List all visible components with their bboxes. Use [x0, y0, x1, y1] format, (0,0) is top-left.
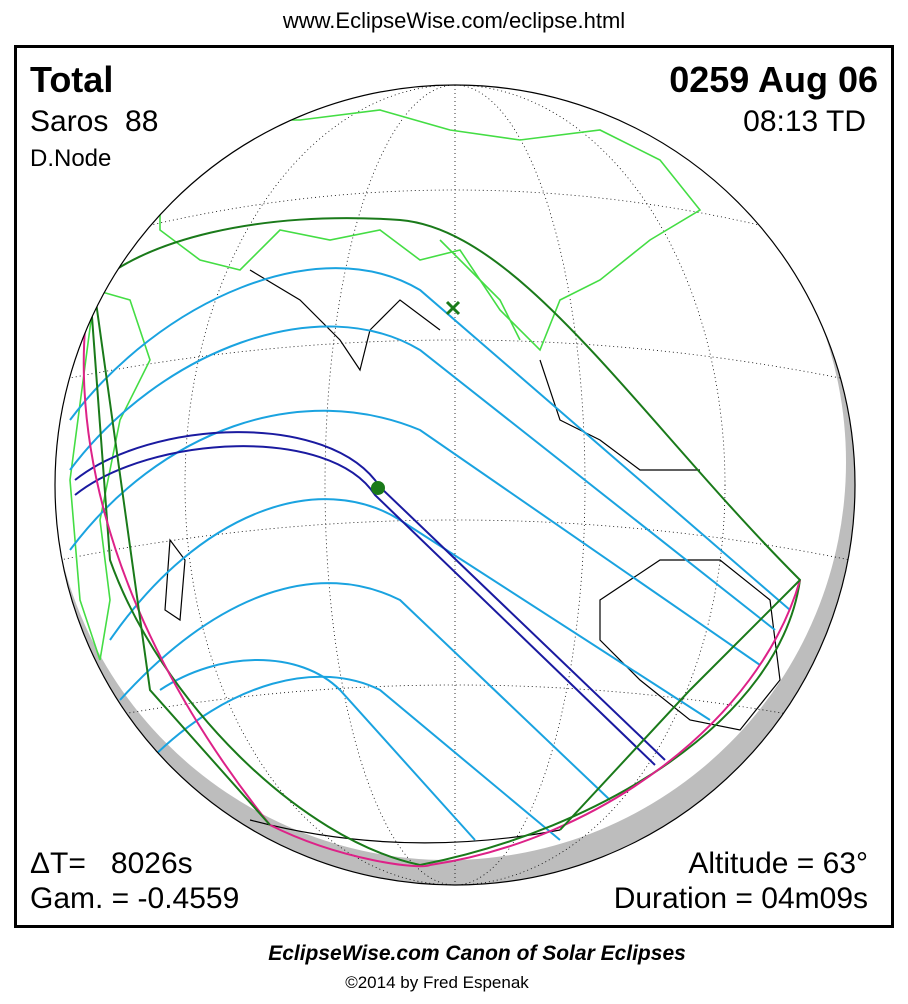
delta-t: ΔT= 8026s — [30, 847, 193, 880]
gamma: Gam. = -0.4559 — [30, 882, 239, 915]
date: 0259 Aug 06 — [669, 59, 878, 100]
saros: Saros 88 — [30, 105, 158, 138]
duration: Duration = 04m09s — [614, 882, 868, 915]
url: www.EclipseWise.com/eclipse.html — [282, 8, 625, 33]
time: 08:13 TD — [743, 105, 866, 138]
footer-title: EclipseWise.com Canon of Solar Eclipses — [268, 942, 686, 965]
node: D.Node — [30, 145, 111, 172]
altitude: Altitude = 63° — [688, 847, 868, 880]
eclipse-type: Total — [30, 59, 113, 100]
globe-outline — [54, 84, 856, 886]
copyright: ©2014 by Fred Espenak — [345, 973, 529, 992]
globe — [55, 85, 855, 885]
